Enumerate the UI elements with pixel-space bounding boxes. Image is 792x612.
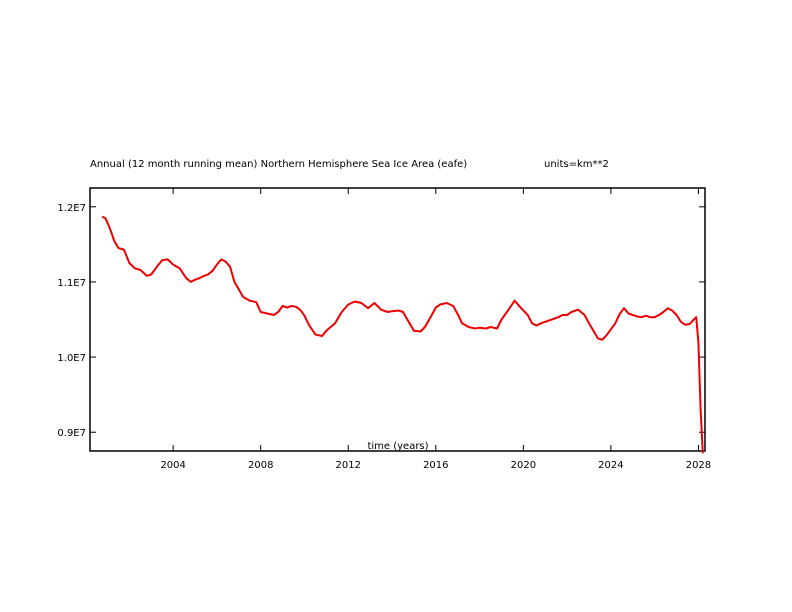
y-tick-label: 1.2E7 <box>57 203 86 214</box>
units-label: units=km**2 <box>544 159 609 170</box>
series-group <box>101 215 704 454</box>
x-tick-label: 2020 <box>511 460 536 471</box>
x-tick-label: 2028 <box>686 460 711 471</box>
x-axis-ticks: 2004 2008 2012 2016 2020 2024 2028 <box>160 188 711 471</box>
y-tick-label: 1.1E7 <box>57 278 86 289</box>
y-tick-label: 1.0E7 <box>57 353 86 364</box>
sea-ice-area-line <box>101 215 704 454</box>
x-tick-label: 2012 <box>336 460 361 471</box>
x-tick-label: 2016 <box>423 460 448 471</box>
x-tick-label: 2004 <box>160 460 185 471</box>
y-axis-ticks: 0.9E7 1.0E7 1.1E7 1.2E7 <box>57 203 705 439</box>
x-tick-label: 2024 <box>598 460 623 471</box>
x-axis-label: time (years) <box>367 441 428 452</box>
y-tick-label: 0.9E7 <box>57 428 86 439</box>
x-tick-label: 2008 <box>248 460 273 471</box>
plot-frame <box>89 187 706 452</box>
chart-title: Annual (12 month running mean) Northern … <box>90 159 467 170</box>
